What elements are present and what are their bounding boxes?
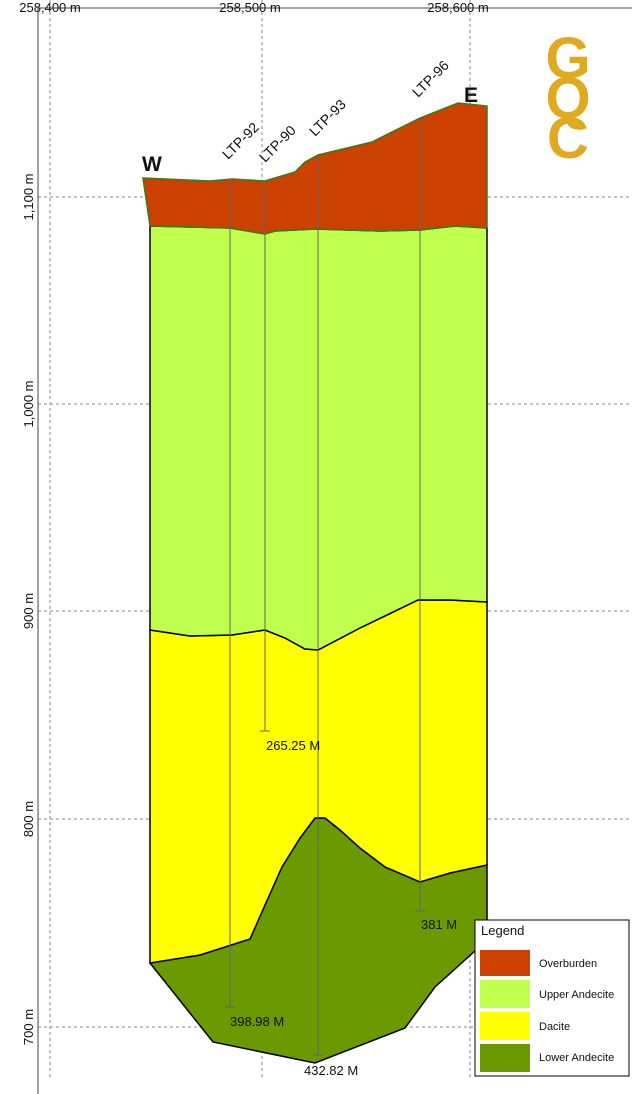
legend-label: Overburden (539, 958, 597, 970)
drillhole-name: LTP-92 (219, 119, 262, 162)
x-tick-label: 258,600 m (427, 0, 488, 15)
legend-label: Dacite (539, 1021, 570, 1033)
legend-swatch (480, 1012, 530, 1040)
y-tick-label: 1,000 m (21, 381, 36, 428)
y-tick-label: 1,100 m (21, 174, 36, 221)
y-tick-label: 800 m (21, 801, 36, 837)
legend-swatch (480, 950, 530, 976)
direction-label: E (464, 84, 478, 107)
legend-swatch (480, 1044, 530, 1072)
y-tick-label: 700 m (21, 1009, 36, 1045)
drillhole-depth: 265.25 M (266, 738, 320, 753)
drillhole-depth: 398.98 M (230, 1014, 284, 1029)
x-tick-label: 258,500 m (219, 0, 280, 15)
legend: Legend Overburden Upper Andecite Dacite … (475, 920, 629, 1076)
legend-label: Lower Andecite (539, 1052, 614, 1064)
cross-section: 258,400 m 258,500 m 258,600 m 1,100 m 1,… (0, 0, 632, 1094)
drillhole-depth: 432.82 M (304, 1063, 358, 1078)
direction-label: W (142, 153, 162, 176)
x-tick-label: 258,400 m (19, 0, 80, 15)
drillhole-depth: 381 M (421, 917, 457, 932)
logo-letter: C (547, 106, 589, 171)
drillhole-name: LTP-96 (409, 57, 452, 100)
legend-title: Legend (481, 923, 524, 938)
legend-swatch (480, 980, 530, 1008)
legend-label: Upper Andecite (539, 989, 614, 1001)
y-tick-label: 900 m (21, 593, 36, 629)
drillhole-name: LTP-93 (306, 96, 349, 139)
